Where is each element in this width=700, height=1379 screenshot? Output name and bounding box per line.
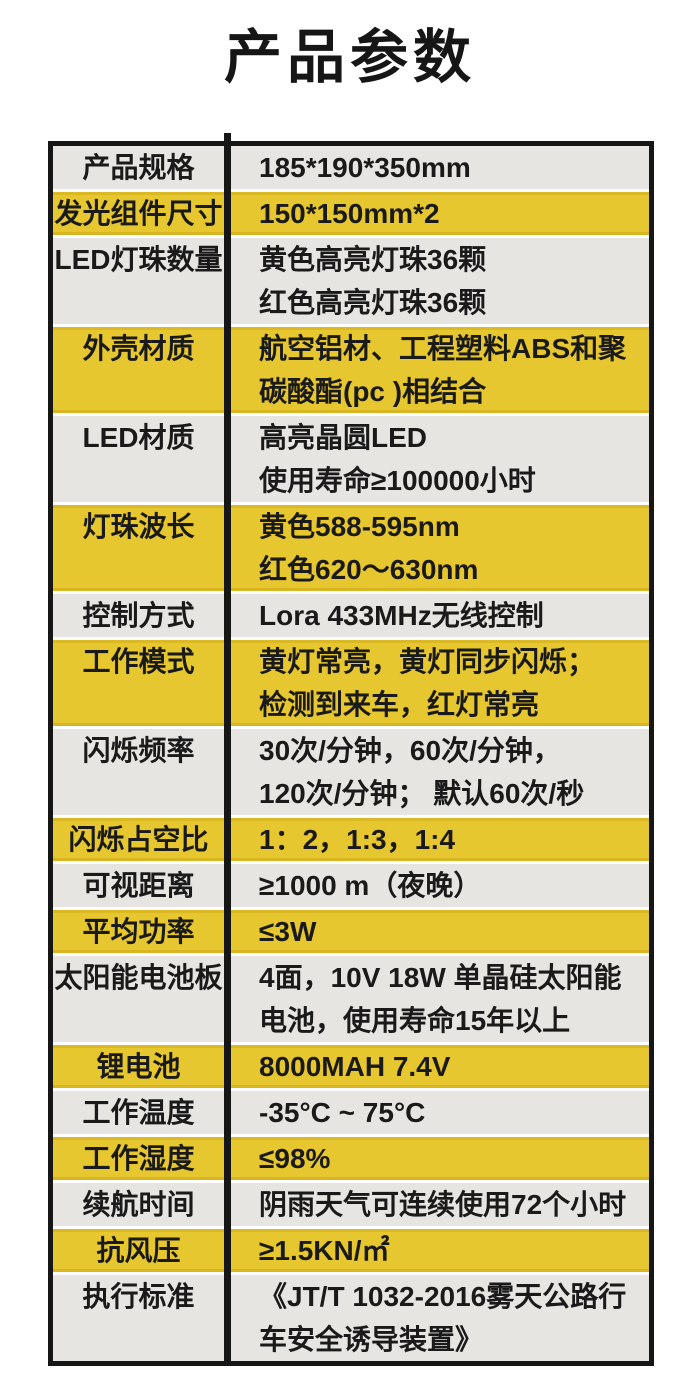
table-row: LED灯珠数量 黄色高亮灯珠36颗 红色高亮灯珠36颗 [53,238,649,324]
spec-label: 控制方式 [82,600,195,631]
spec-value: 阴雨天气可连续使用72个小时 [224,1183,649,1226]
value-line: ≤3W [259,916,317,947]
value-line: 150*150mm*2 [259,198,440,229]
value-line: Lora 433MHz无线控制 [259,600,544,631]
value-line: 电池，使用寿命15年以上 [259,1005,571,1036]
value-line: 120次/分钟； 默认60次/秒 [259,778,585,809]
value-line: 黄色588-595nm [259,511,460,542]
spec-value: 30次/分钟，60次/分钟， 120次/分钟； 默认60次/秒 [224,729,649,815]
spec-label: 灯珠波长 [82,511,195,542]
spec-value: 黄色588-595nm 红色620～630nm [224,505,649,591]
spec-value: 8000MAH 7.4V [224,1045,649,1088]
table-row: 平均功率 ≤3W [53,910,649,953]
value-line: 使用寿命≥100000小时 [259,465,536,496]
value-line: 高亮晶圆LED [259,422,428,453]
value-line: 阴雨天气可连续使用72个小时 [259,1189,627,1220]
spec-value: 1：2，1:3，1:4 [224,818,649,861]
table-row: 可视距离 ≥1000 m（夜晚） [53,864,649,907]
value-line: 车安全诱导装置》 [259,1324,484,1355]
table-row: 外壳材质 航空铝材、工程塑料ABS和聚 碳酸酯(pc )相结合 [53,327,649,413]
value-line: 红色高亮灯珠36颗 [259,287,487,318]
spec-label: 平均功率 [82,916,195,947]
table-row: 灯珠波长 黄色588-595nm 红色620～630nm [53,505,649,591]
spec-value: 黄灯常亮，黄灯同步闪烁； 检测到来车，红灯常亮 [224,640,649,726]
spec-value: 185*190*350mm [224,146,649,189]
value-line: ≥1000 m（夜晚） [259,870,482,901]
table-row: 工作模式 黄灯常亮，黄灯同步闪烁； 检测到来车，红灯常亮 [53,640,649,726]
spec-value: 4面，10V 18W 单晶硅太阳能 电池，使用寿命15年以上 [224,956,649,1042]
spec-label: LED灯珠数量 [54,244,223,275]
column-divider [224,133,231,1361]
table-row: 锂电池 8000MAH 7.4V [53,1045,649,1088]
value-line: 检测到来车，红灯常亮 [259,689,540,720]
spec-label: 产品规格 [82,152,195,183]
value-line: 黄色高亮灯珠36颗 [259,244,487,275]
value-line: 黄灯常亮，黄灯同步闪烁； [259,646,596,677]
spec-value: 高亮晶圆LED 使用寿命≥100000小时 [224,416,649,502]
spec-label: 发光组件尺寸 [54,198,223,229]
spec-value: ≥1.5KN/㎡ [224,1229,649,1272]
value-line: 碳酸酯(pc )相结合 [259,376,487,407]
value-line: -35°C ~ 75°C [259,1097,426,1128]
value-line: ≥1.5KN/㎡ [259,1235,390,1266]
spec-label: 可视距离 [82,870,195,901]
table-row: LED材质 高亮晶圆LED 使用寿命≥100000小时 [53,416,649,502]
spec-value: ≥1000 m（夜晚） [224,864,649,907]
value-line: 8000MAH 7.4V [259,1051,451,1082]
spec-label: 外壳材质 [82,333,195,364]
table-row: 闪烁占空比 1：2，1:3，1:4 [53,818,649,861]
spec-label: 续航时间 [82,1189,195,1220]
spec-label: 锂电池 [96,1051,181,1082]
table-row: 产品规格 185*190*350mm [53,146,649,189]
table-row: 抗风压 ≥1.5KN/㎡ [53,1229,649,1272]
spec-label: 执行标准 [82,1281,195,1312]
value-line: 红色620～630nm [259,554,479,585]
table-row: 续航时间 阴雨天气可连续使用72个小时 [53,1183,649,1226]
spec-label: 工作湿度 [82,1143,195,1174]
table-row: 执行标准 《JT/T 1032-2016雾天公路行 车安全诱导装置》 [53,1275,649,1361]
table-row: 工作温度 -35°C ~ 75°C [53,1091,649,1134]
spec-label: 闪烁占空比 [68,824,209,855]
table-row: 工作湿度 ≤98% [53,1137,649,1180]
spec-label: 工作温度 [82,1097,195,1128]
value-line: 4面，10V 18W 单晶硅太阳能 [259,962,622,993]
value-line: 航空铝材、工程塑料ABS和聚 [259,333,627,364]
value-line: 30次/分钟，60次/分钟， [259,735,561,766]
value-line: 185*190*350mm [259,152,471,183]
spec-value: 150*150mm*2 [224,192,649,235]
spec-value: 航空铝材、工程塑料ABS和聚 碳酸酯(pc )相结合 [224,327,649,413]
spec-table-body: 产品规格 185*190*350mm 发光组件尺寸 150*150mm*2 LE… [53,146,649,1361]
value-line: 1：2，1:3，1:4 [259,824,456,855]
spec-label: 闪烁频率 [82,735,195,766]
table-row: 发光组件尺寸 150*150mm*2 [53,192,649,235]
value-line: ≤98% [259,1143,331,1174]
value-line: 《JT/T 1032-2016雾天公路行 [259,1281,627,1312]
spec-label: 工作模式 [82,646,195,677]
spec-value: 《JT/T 1032-2016雾天公路行 车安全诱导装置》 [224,1275,649,1361]
spec-value: 黄色高亮灯珠36颗 红色高亮灯珠36颗 [224,238,649,324]
spec-value: ≤98% [224,1137,649,1180]
spec-label: 太阳能电池板 [54,962,223,993]
table-row: 控制方式 Lora 433MHz无线控制 [53,594,649,637]
spec-label: 抗风压 [96,1235,181,1266]
spec-value: Lora 433MHz无线控制 [224,594,649,637]
spec-label: LED材质 [82,422,195,453]
spec-table: 产品规格 185*190*350mm 发光组件尺寸 150*150mm*2 LE… [48,133,654,1366]
page-title: 产品参数 [223,25,476,90]
spec-value: ≤3W [224,910,649,953]
table-row: 太阳能电池板 4面，10V 18W 单晶硅太阳能 电池，使用寿命15年以上 [53,956,649,1042]
table-row: 闪烁频率 30次/分钟，60次/分钟， 120次/分钟； 默认60次/秒 [53,729,649,815]
spec-value: -35°C ~ 75°C [224,1091,649,1134]
